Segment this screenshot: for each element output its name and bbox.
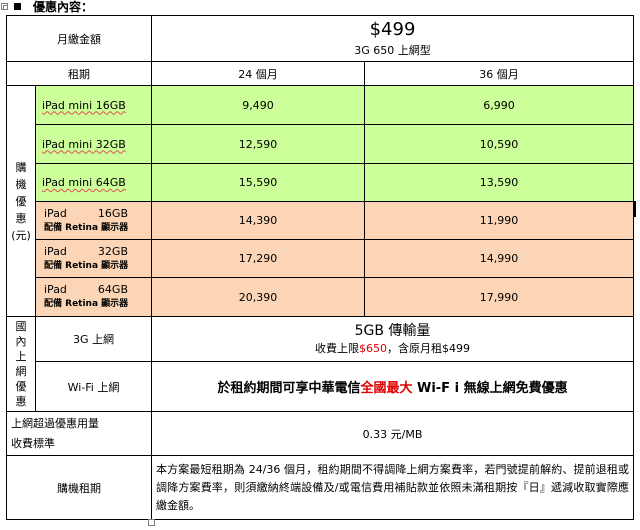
paragraph-anchor-icon [1,3,8,10]
price-24: 9,490 [151,85,365,125]
retina-device-row: iPad 64GB 配備 Retina 顯示器 20,390 17,990 [7,277,635,317]
retina-device-name: iPad 16GB 配備 Retina 顯示器 [35,201,152,240]
term-header-row: 租期 24 個月 36 個月 [6,61,635,86]
monthly-fee-cell: $499 3G 650 上網型 [150,15,635,62]
overage-label: 上網超過優惠用量 收費標準 [6,411,152,456]
device-row: 購 機 優 惠 (元) iPad mini 16GB 9,490 6,990 [6,85,635,317]
col-36-month: 36 個月 [363,61,635,86]
monthly-fee-label: 月繳金額 [6,15,152,62]
overage-value: 0.33 元/MB [150,411,635,456]
device-name: iPad mini 16GB [35,85,152,125]
monthly-fee-row: 月繳金額 $499 3G 650 上網型 [6,15,635,62]
purchase-discount-label: 購 機 優 惠 (元) [6,85,36,317]
price-24: 20,390 [151,277,365,317]
price-36: 11,990 [363,201,635,240]
term-header-label: 租期 [6,61,152,86]
retina-device-row: iPad 32GB 配備 Retina 顯示器 17,290 14,990 [7,239,635,278]
price-36: 17,990 [363,277,635,317]
term-text: 本方案最短租期為 24/36 個月，租約期間不得調降上網方案費率，若門號提前解約… [150,455,635,520]
retina-device-row: iPad 16GB 配備 Retina 顯示器 14,390 11,990 [7,201,635,240]
net-3g-title: 5GB 傳輸量 [354,323,431,339]
price-36: 14,990 [363,239,635,278]
device-name: iPad mini 32GB [35,124,152,164]
plan-name: 3G 650 上網型 [354,43,431,57]
wifi-label: Wi-Fi 上網 [35,361,152,412]
price-24: 17,290 [151,239,365,278]
monthly-price: $499 [369,18,416,40]
price-24: 14,390 [151,201,365,240]
device-row: iPad mini 32GB 12,590 10,590 [7,124,635,164]
net-3g-row: 國 內 上 網 優 惠 3G 上網 5GB 傳輸量 收費上限$650，含原月租$… [6,316,635,412]
section-heading: 優惠內容： [14,0,93,14]
net-3g-cap: 收費上限$650，含原月租$499 [315,342,470,355]
domestic-discount-label: 國 內 上 網 優 惠 [6,316,36,412]
price-24: 15,590 [151,163,365,202]
col-24-month: 24 個月 [151,61,365,86]
net-3g-label: 3G 上網 [35,316,152,362]
bullet-icon [14,3,21,10]
device-row: iPad mini 64GB 15,590 13,590 [7,163,635,202]
price-36: 13,590 [363,163,635,202]
term-row: 購機租期 本方案最短租期為 24/36 個月，租約期間不得調降上網方案費率，若門… [6,455,635,520]
price-24: 12,590 [151,124,365,164]
term-label: 購機租期 [6,455,152,520]
retina-device-name: iPad 32GB 配備 Retina 顯示器 [35,239,152,278]
offer-table: 月繳金額 $499 3G 650 上網型 租期 24 個月 36 個月 購 機 … [6,15,635,520]
wifi-row: Wi-Fi 上網 於租約期間可享中華電信全國最大 Wi-F i 無線上網免費優惠 [7,361,635,412]
device-name: iPad mini 64GB [35,163,152,202]
price-36: 10,590 [363,124,635,164]
wifi-detail: 於租約期間可享中華電信全國最大 Wi-F i 無線上網免費優惠 [150,361,635,412]
overage-row: 上網超過優惠用量 收費標準 0.33 元/MB [6,411,635,456]
heading-text: 優惠內容： [33,0,94,14]
text-cursor [634,201,636,217]
cell-end-marker [148,519,155,526]
price-36: 6,990 [363,85,635,125]
net-3g-detail: 5GB 傳輸量 收費上限$650，含原月租$499 [150,316,635,362]
retina-device-name: iPad 64GB 配備 Retina 顯示器 [35,277,152,317]
